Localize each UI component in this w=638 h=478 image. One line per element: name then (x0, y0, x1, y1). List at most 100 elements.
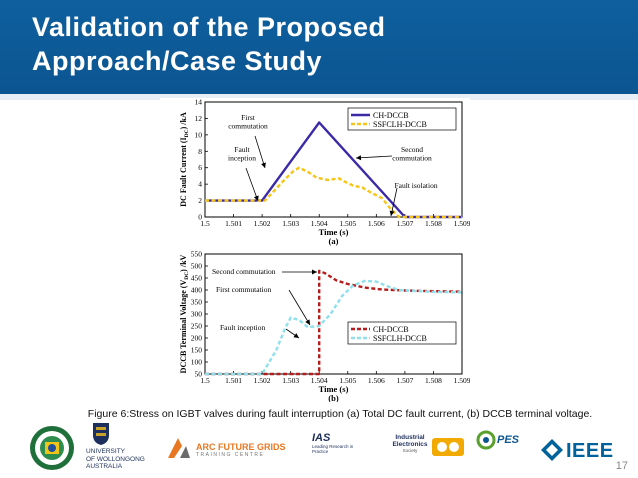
x-tick-label: 1.5 (200, 376, 210, 385)
y-tick-label: 12 (195, 114, 203, 123)
x-tick-label: 1.501 (225, 376, 242, 385)
annotation-arrowhead (356, 155, 362, 161)
annotation-label: commutation (392, 154, 432, 163)
annotation-arrowhead (312, 269, 317, 275)
x-tick-label: 1.507 (396, 376, 413, 385)
legend-label: CH-DCCB (373, 111, 409, 120)
legend-label: SSFCLH-DCCB (373, 120, 427, 129)
uow-logo-text: UNIVERSITY OF WOLLONGONG AUSTRALIA (86, 448, 145, 471)
y-tick-label: 10 (195, 130, 203, 139)
title-line-1: Validation of the Proposed (32, 12, 386, 42)
y-axis-label: DC Fault Current (IDC) /kA (179, 112, 190, 207)
annotation-arrow (355, 155, 393, 159)
series-line-ssfclh-dccb (205, 279, 463, 376)
y-tick-label: 350 (191, 298, 203, 307)
chart-terminal-voltage: 50 100 150 200 250 300 350 400 450 500 550 1.5 1.501… (160, 250, 470, 402)
panel-label: (b) (328, 393, 339, 402)
annotation-label: Second (401, 145, 423, 154)
chart-fault-current: 0 2 4 6 8 10 12 14 1.5 1.501 1.502 1.503 1.504 1.505 1… (160, 98, 470, 250)
annotation-label: commutation (228, 122, 268, 131)
annotation-arrowhead (389, 210, 395, 216)
annotation-arrowhead (293, 333, 299, 338)
annotation-arrowhead (305, 319, 310, 325)
title-bar: Validation of the Proposed Approach/Case… (0, 0, 638, 94)
annotation-label: First (241, 113, 256, 122)
x-tick-label: 1.507 (396, 219, 413, 228)
x-tick-label: 1.503 (282, 219, 299, 228)
pes-logo-text: PES (497, 434, 520, 446)
y-tick-label: 300 (191, 310, 203, 319)
legend-label: SSFCLH-DCCB (373, 334, 427, 343)
page-number: 17 (615, 460, 628, 472)
legend-box (347, 107, 457, 131)
annotation-arrowhead (253, 195, 259, 201)
y-tick-label: 250 (191, 322, 203, 331)
annotation: Fault inception (220, 323, 300, 339)
ies-emblem-icon (432, 438, 464, 456)
ieee-diamond-icon (541, 439, 563, 461)
etfg-seal-logo (30, 426, 74, 470)
ies-logo: Industrial Electronics Society (390, 434, 430, 453)
annotation-arrow (245, 167, 259, 202)
ias-mark: IAS (312, 432, 331, 444)
y-tick-label: 8 (198, 147, 202, 156)
ias-logo: IAS Leading Research in Practice (312, 432, 368, 464)
annotation-arrowhead (261, 162, 266, 168)
annotation-label: Fault isolation (394, 181, 437, 190)
plot-frame (204, 253, 463, 375)
y-tick-label: 200 (191, 334, 203, 343)
title-line-2: Approach/Case Study (32, 46, 323, 76)
legend-label: CH-DCCB (373, 325, 409, 334)
y-tick-label: 500 (191, 262, 203, 271)
annotation-label: Fault inception (220, 323, 265, 332)
x-tick-label: 1.504 (311, 376, 328, 385)
x-tick-label: 1.5 (200, 219, 210, 228)
x-tick-label: 1.508 (425, 219, 442, 228)
x-tick-label: 1.508 (425, 376, 442, 385)
ias-tagline: Leading Research in Practice (312, 444, 354, 454)
arc-logo-text: ARC FUTURE GRIDS TRAINING CENTRE (196, 442, 286, 458)
x-tick-label: 1.504 (311, 219, 328, 228)
annotation: Fault isolation (389, 181, 438, 217)
x-tick-label: 1.505 (339, 219, 356, 228)
figure-caption: Figure 6:Stress on IGBT valves during fa… (87, 408, 593, 420)
series-line-ch-dccb (205, 269, 463, 376)
pes-logo-icon (476, 430, 496, 450)
y-tick-label: 0 (198, 213, 202, 222)
annotation-arrow (254, 135, 266, 169)
x-tick-label: 1.505 (339, 376, 356, 385)
title-underline (0, 94, 638, 100)
annotation: First commutation (216, 285, 311, 326)
uow-line-2: OF WOLLONGONG (86, 455, 145, 463)
y-tick-label: 6 (198, 163, 202, 172)
x-tick-label: 1.502 (254, 219, 271, 228)
y-tick-label: 4 (198, 180, 202, 189)
arc-logo-icon (168, 438, 190, 458)
annotation-label: Second commutation (212, 267, 276, 276)
series-line-ssfclh-dccb (205, 166, 462, 219)
y-tick-label: 100 (191, 358, 203, 367)
uow-line-1: UNIVERSITY (86, 448, 126, 455)
x-tick-label: 1.509 (454, 376, 470, 385)
y-tick-label: 14 (195, 98, 203, 107)
arc-line-1: ARC FUTURE GRIDS (196, 442, 286, 452)
legend-box (347, 321, 457, 345)
footer-logos: UNIVERSITY OF WOLLONGONG AUSTRALIA ARC F… (0, 420, 638, 478)
annotation: Second commutation (212, 267, 317, 276)
uow-line-3: AUSTRALIA (86, 463, 123, 470)
annotation-arrow (288, 289, 311, 326)
x-tick-label: 1.502 (254, 376, 271, 385)
x-tick-label: 1.506 (368, 376, 385, 385)
uow-crest-icon (93, 423, 109, 445)
x-axis-label: Time (s) (319, 384, 349, 394)
y-tick-label: 450 (191, 274, 203, 283)
arc-line-2: TRAINING CENTRE (196, 452, 265, 458)
ies-line-1: Industrial (395, 434, 425, 441)
x-tick-label: 1.509 (454, 219, 470, 228)
annotation-label: First commutation (216, 285, 271, 294)
annotation-label: Fault (234, 145, 250, 154)
y-tick-label: 400 (191, 286, 203, 295)
